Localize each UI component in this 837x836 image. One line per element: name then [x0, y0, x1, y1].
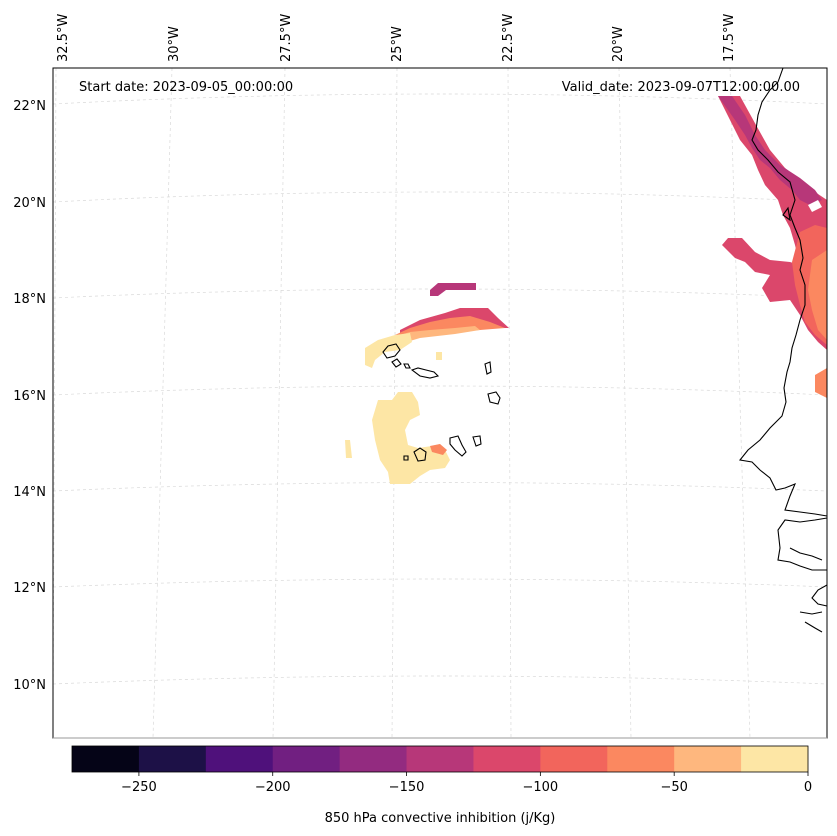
colorbar-bin — [741, 746, 809, 772]
island-sao-vicente — [391, 358, 402, 368]
lat-label-22n: 22°N — [13, 99, 46, 114]
colorbar-bin — [205, 746, 274, 772]
lat-label-12n: 12°N — [13, 581, 46, 596]
start-date-text: Start date: 2023-09-05_00:00:00 — [79, 80, 293, 95]
colorbar-tick-label: 0 — [804, 780, 812, 795]
gridline-lon-20 — [618, 67, 632, 739]
cin-patch-west-pale — [365, 333, 412, 368]
colorbar: −250 −200 −150 −100 −50 0 850 hPa convective … — [71, 745, 812, 826]
gridline-lat-22 — [52, 93, 828, 105]
island-sal — [484, 361, 492, 375]
lon-labels: 32.5°W 30°W 27.5°W 25°W 22.5°W 20°W 17.5… — [56, 14, 737, 62]
gridline-lat-12 — [52, 578, 828, 588]
island-boa-vista — [487, 391, 501, 405]
coastline-inlet — [782, 206, 791, 222]
cin-patch-17n-light — [390, 326, 480, 344]
island-santiago — [449, 435, 467, 457]
colorbar-bin — [540, 746, 608, 772]
lon-label-30w: 30°W — [167, 26, 182, 62]
cin-patch-east-south — [815, 368, 827, 398]
gridline-lon-27-5 — [272, 67, 286, 739]
coastline-africa-fill-south — [789, 547, 823, 561]
lon-label-22-5w: 22.5°W — [501, 14, 516, 62]
colorbar-bin — [272, 746, 341, 772]
colorbar-bins — [72, 746, 809, 772]
gridline-lon-17-5 — [729, 67, 751, 739]
lon-label-25w: 25°W — [390, 26, 405, 62]
cin-patch-sw-pale — [345, 440, 352, 458]
colorbar-label: 850 hPa convective inhibition (j/Kg) — [325, 811, 556, 826]
coastline-africa-south — [777, 517, 828, 633]
lat-label-16n: 16°N — [13, 389, 46, 404]
gridline-lon-22-5 — [507, 67, 512, 739]
gridline-lat-10 — [52, 675, 828, 685]
gridline-lat-16 — [52, 385, 828, 396]
colorbar-bin — [473, 746, 541, 772]
colorbar-tick-label: −250 — [121, 780, 157, 795]
colorbar-bin — [607, 746, 675, 772]
lon-label-17-5w: 17.5°W — [722, 14, 737, 62]
colorbar-tick-label: −150 — [389, 780, 425, 795]
cape-verde-islands — [382, 343, 501, 462]
lat-label-18n: 18°N — [13, 292, 46, 307]
map-frame — [52, 67, 828, 739]
gridline-lat-20 — [52, 191, 828, 203]
colorbar-bin — [72, 746, 140, 772]
colorbar-bin — [674, 746, 742, 772]
gridline-lon-25 — [391, 67, 398, 739]
lon-label-32-5w: 32.5°W — [56, 14, 71, 62]
colorbar-bin — [339, 746, 408, 772]
valid-date-text: Valid_date: 2023-09-07T12:00:00.00 — [562, 80, 800, 95]
cin-patch-east-hole — [808, 200, 822, 212]
cin-band-east-dark — [718, 96, 822, 205]
colorbar-tick-label: −100 — [523, 780, 559, 795]
lat-label-20n: 20°N — [13, 196, 46, 211]
cin-patch-north-dark — [430, 283, 476, 296]
lat-label-14n: 14°N — [13, 485, 46, 500]
island-maio — [472, 435, 482, 447]
island-santo-antao — [382, 343, 401, 359]
island-sao-nicolau — [410, 367, 440, 379]
cin-patch-south-pale — [372, 392, 450, 484]
colorbar-tick-label: −200 — [255, 780, 291, 795]
cin-contours — [345, 96, 827, 484]
lon-label-27-5w: 27.5°W — [279, 14, 294, 62]
cin-patch-south-orange — [430, 444, 447, 455]
gridline-lon-30 — [152, 67, 173, 739]
coastline-africa — [738, 67, 828, 517]
colorbar-ticks: −250 −200 −150 −100 −50 0 — [121, 772, 812, 795]
cin-patch-pale-dot — [436, 352, 442, 360]
island-santa-luzia — [403, 363, 411, 369]
lat-label-10n: 10°N — [13, 678, 46, 693]
colorbar-tick-label: −50 — [660, 780, 687, 795]
gridline-lat-14 — [52, 482, 828, 492]
colorbar-bin — [406, 746, 474, 772]
island-brava — [403, 455, 409, 461]
coastlines — [738, 67, 828, 633]
island-fogo — [413, 447, 427, 462]
colorbar-frame — [71, 745, 809, 773]
gridlines — [52, 67, 828, 739]
cin-band-east-light — [808, 250, 827, 340]
lat-labels: 22°N 20°N 18°N 16°N 14°N 12°N 10°N — [13, 99, 46, 693]
lon-label-20w: 20°W — [611, 26, 626, 62]
colorbar-bin — [138, 746, 207, 772]
gridline-lat-18 — [52, 288, 828, 299]
